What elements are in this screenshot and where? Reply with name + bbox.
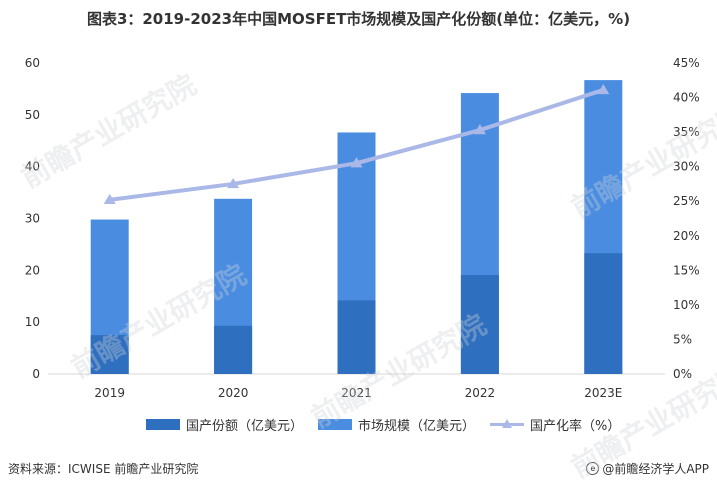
y-right-tick-label: 25% — [673, 194, 700, 208]
x-tick-label: 2021 — [341, 386, 372, 400]
y-left-tick-label: 0 — [32, 367, 40, 381]
legend-item-localization-rate: 国产化率（%） — [490, 415, 620, 434]
y-left-tick-label: 20 — [25, 263, 40, 277]
bar-domestic-share — [90, 335, 129, 374]
y-left-tick-label: 10 — [25, 315, 40, 329]
point-localization-rate — [227, 177, 240, 189]
y-right-tick-label: 0% — [673, 367, 692, 381]
legend-swatch-localization-rate — [490, 419, 524, 430]
x-tick-label: 2022 — [465, 386, 496, 400]
legend-item-domestic-share: 国产份额（亿美元） — [146, 415, 303, 434]
chart-title: 图表3：2019-2023年中国MOSFET市场规模及国产化份额(单位：亿美元，… — [86, 10, 631, 28]
y-left-tick-label: 60 — [25, 56, 40, 70]
y-left-tick-label: 30 — [25, 212, 40, 226]
y-right-tick-label: 10% — [673, 298, 700, 312]
legend: 国产份额（亿美元） 市场规模（亿美元） 国产化率（%） — [0, 415, 717, 435]
x-tick-label: 2023E — [584, 386, 622, 400]
point-localization-rate — [103, 193, 116, 205]
bar-domestic-share — [337, 300, 376, 374]
bar-domestic-share — [214, 325, 253, 374]
legend-label-localization-rate: 国产化率（%） — [530, 419, 621, 434]
legend-swatch-market-size — [318, 419, 352, 430]
y-right-tick-label: 45% — [673, 56, 700, 70]
point-localization-rate — [473, 124, 486, 135]
bar-domestic-share — [460, 274, 499, 374]
brand-logo-icon: e — [586, 462, 600, 475]
legend-swatch-domestic-share — [146, 419, 180, 430]
x-tick-label: 2019 — [94, 386, 125, 400]
y-right-tick-label: 30% — [673, 160, 700, 174]
y-left-tick-label: 50 — [25, 108, 40, 122]
y-left-tick-label: 40 — [25, 160, 40, 174]
y-right-tick-label: 40% — [673, 91, 700, 105]
brand-credit: e @前瞻经济学人APP — [586, 460, 709, 477]
y-right-tick-label: 15% — [673, 263, 700, 277]
x-tick-label: 2020 — [218, 386, 249, 400]
bar-domestic-share — [584, 253, 623, 374]
point-localization-rate — [597, 83, 610, 95]
source-note: 资料来源：ICWISE 前瞻产业研究院 — [8, 462, 199, 476]
footer: 资料来源：ICWISE 前瞻产业研究院 e @前瞻经济学人APP — [0, 458, 717, 480]
legend-item-market-size: 市场规模（亿美元） — [318, 415, 475, 434]
y-right-tick-label: 20% — [673, 229, 700, 243]
brand-credit-text: @前瞻经济学人APP — [602, 462, 709, 476]
point-localization-rate — [350, 157, 363, 168]
y-right-tick-label: 35% — [673, 125, 700, 139]
y-right-tick-label: 5% — [673, 332, 692, 346]
legend-label-market-size: 市场规模（亿美元） — [358, 419, 476, 434]
legend-label-domestic-share: 国产份额（亿美元） — [186, 419, 304, 434]
